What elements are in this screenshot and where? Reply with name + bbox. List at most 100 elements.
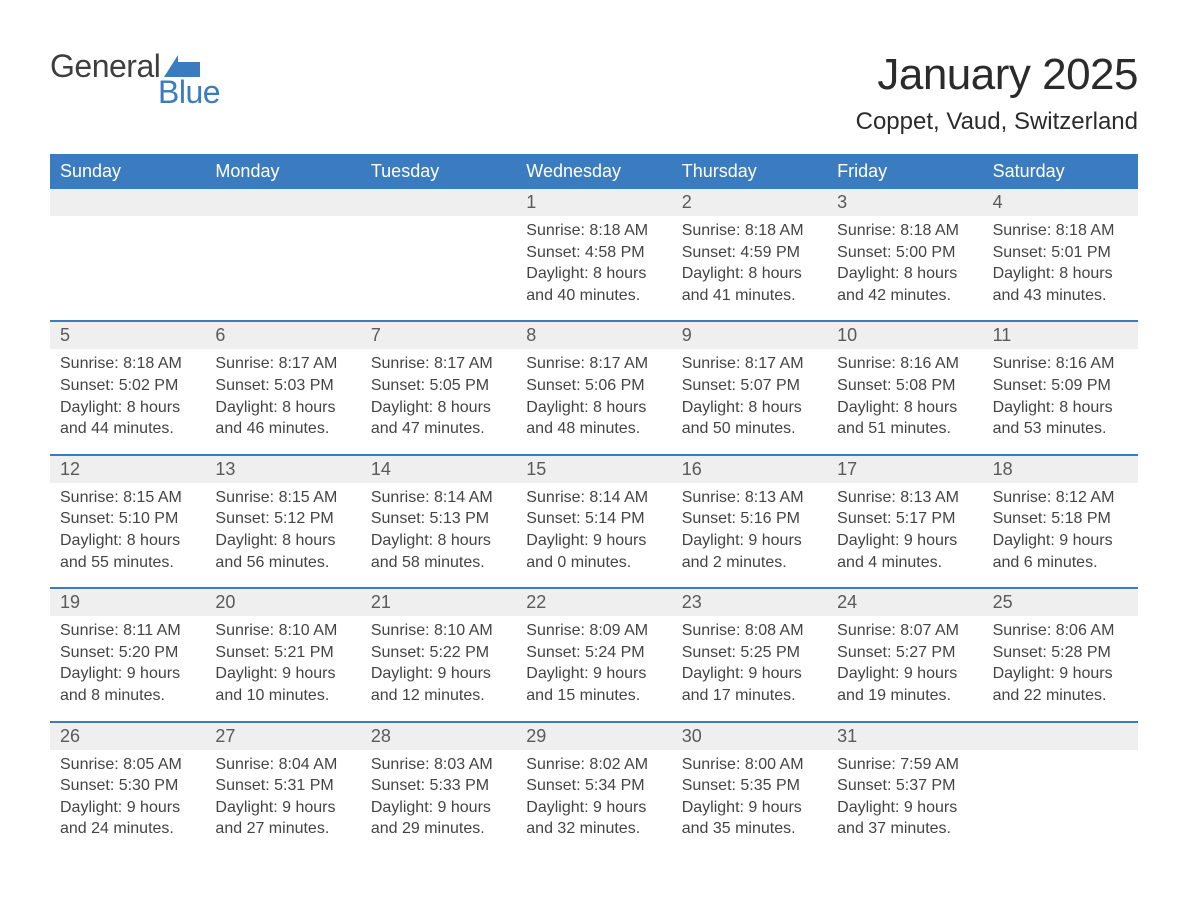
daylight-text: Daylight: 8 hours and 51 minutes.	[837, 397, 972, 440]
sunrise-text: Sunrise: 8:18 AM	[993, 220, 1128, 242]
day-number: 10	[827, 322, 982, 349]
sunrise-text: Sunrise: 8:12 AM	[993, 487, 1128, 509]
cell-body: Sunrise: 8:18 AMSunset: 5:01 PMDaylight:…	[983, 216, 1138, 306]
cell-body: Sunrise: 8:10 AMSunset: 5:22 PMDaylight:…	[361, 616, 516, 706]
calendar-cell: 14Sunrise: 8:14 AMSunset: 5:13 PMDayligh…	[361, 456, 516, 587]
logo-word-1: General	[50, 50, 160, 82]
day-header-wed: Wednesday	[516, 154, 671, 189]
sunset-text: Sunset: 5:25 PM	[682, 642, 817, 664]
calendar-cell: 27Sunrise: 8:04 AMSunset: 5:31 PMDayligh…	[205, 723, 360, 854]
cell-body: Sunrise: 8:04 AMSunset: 5:31 PMDaylight:…	[205, 750, 360, 840]
cell-body: Sunrise: 8:15 AMSunset: 5:12 PMDaylight:…	[205, 483, 360, 573]
sunset-text: Sunset: 5:14 PM	[526, 508, 661, 530]
day-number: 21	[361, 589, 516, 616]
cell-body: Sunrise: 8:17 AMSunset: 5:03 PMDaylight:…	[205, 349, 360, 439]
calendar-cell: 22Sunrise: 8:09 AMSunset: 5:24 PMDayligh…	[516, 589, 671, 720]
day-header-sat: Saturday	[983, 154, 1138, 189]
sunset-text: Sunset: 5:20 PM	[60, 642, 195, 664]
sunset-text: Sunset: 5:21 PM	[215, 642, 350, 664]
sunrise-text: Sunrise: 8:17 AM	[215, 353, 350, 375]
daylight-text: Daylight: 9 hours and 10 minutes.	[215, 663, 350, 706]
daylight-text: Daylight: 8 hours and 40 minutes.	[526, 263, 661, 306]
cell-body: Sunrise: 8:16 AMSunset: 5:09 PMDaylight:…	[983, 349, 1138, 439]
cell-body: Sunrise: 8:09 AMSunset: 5:24 PMDaylight:…	[516, 616, 671, 706]
day-number: 31	[827, 723, 982, 750]
sunrise-text: Sunrise: 8:16 AM	[993, 353, 1128, 375]
sunset-text: Sunset: 5:27 PM	[837, 642, 972, 664]
cell-body: Sunrise: 8:14 AMSunset: 5:14 PMDaylight:…	[516, 483, 671, 573]
day-number: 25	[983, 589, 1138, 616]
cell-body: Sunrise: 8:06 AMSunset: 5:28 PMDaylight:…	[983, 616, 1138, 706]
cell-body: Sunrise: 8:18 AMSunset: 5:02 PMDaylight:…	[50, 349, 205, 439]
day-number: 26	[50, 723, 205, 750]
sunset-text: Sunset: 5:10 PM	[60, 508, 195, 530]
daylight-text: Daylight: 9 hours and 27 minutes.	[215, 797, 350, 840]
cell-body: Sunrise: 8:17 AMSunset: 5:06 PMDaylight:…	[516, 349, 671, 439]
daylight-text: Daylight: 9 hours and 0 minutes.	[526, 530, 661, 573]
day-number: 18	[983, 456, 1138, 483]
day-number	[361, 189, 516, 216]
sunset-text: Sunset: 5:02 PM	[60, 375, 195, 397]
sunset-text: Sunset: 5:06 PM	[526, 375, 661, 397]
cell-body: Sunrise: 8:12 AMSunset: 5:18 PMDaylight:…	[983, 483, 1138, 573]
daylight-text: Daylight: 9 hours and 37 minutes.	[837, 797, 972, 840]
calendar-cell: 29Sunrise: 8:02 AMSunset: 5:34 PMDayligh…	[516, 723, 671, 854]
day-number: 11	[983, 322, 1138, 349]
daylight-text: Daylight: 9 hours and 19 minutes.	[837, 663, 972, 706]
sunrise-text: Sunrise: 8:18 AM	[682, 220, 817, 242]
sunset-text: Sunset: 5:34 PM	[526, 775, 661, 797]
sunrise-text: Sunrise: 8:03 AM	[371, 754, 506, 776]
calendar-cell: 25Sunrise: 8:06 AMSunset: 5:28 PMDayligh…	[983, 589, 1138, 720]
daylight-text: Daylight: 9 hours and 17 minutes.	[682, 663, 817, 706]
sunrise-text: Sunrise: 8:17 AM	[682, 353, 817, 375]
day-number: 13	[205, 456, 360, 483]
sunset-text: Sunset: 5:33 PM	[371, 775, 506, 797]
day-number: 16	[672, 456, 827, 483]
daylight-text: Daylight: 8 hours and 50 minutes.	[682, 397, 817, 440]
daylight-text: Daylight: 8 hours and 41 minutes.	[682, 263, 817, 306]
day-number: 19	[50, 589, 205, 616]
day-number: 28	[361, 723, 516, 750]
daylight-text: Daylight: 8 hours and 48 minutes.	[526, 397, 661, 440]
cell-body: Sunrise: 8:07 AMSunset: 5:27 PMDaylight:…	[827, 616, 982, 706]
day-number	[50, 189, 205, 216]
calendar: Sunday Monday Tuesday Wednesday Thursday…	[50, 154, 1138, 854]
sunrise-text: Sunrise: 8:02 AM	[526, 754, 661, 776]
daylight-text: Daylight: 9 hours and 22 minutes.	[993, 663, 1128, 706]
day-number: 1	[516, 189, 671, 216]
sunrise-text: Sunrise: 8:17 AM	[371, 353, 506, 375]
title-block: January 2025 Coppet, Vaud, Switzerland	[856, 50, 1138, 136]
sunset-text: Sunset: 5:35 PM	[682, 775, 817, 797]
sunrise-text: Sunrise: 8:18 AM	[60, 353, 195, 375]
cell-body: Sunrise: 8:17 AMSunset: 5:05 PMDaylight:…	[361, 349, 516, 439]
daylight-text: Daylight: 9 hours and 8 minutes.	[60, 663, 195, 706]
header: General Blue January 2025 Coppet, Vaud, …	[50, 50, 1138, 136]
sunrise-text: Sunrise: 8:13 AM	[682, 487, 817, 509]
calendar-cell: 4Sunrise: 8:18 AMSunset: 5:01 PMDaylight…	[983, 189, 1138, 320]
calendar-cell: 15Sunrise: 8:14 AMSunset: 5:14 PMDayligh…	[516, 456, 671, 587]
calendar-cell: 1Sunrise: 8:18 AMSunset: 4:58 PMDaylight…	[516, 189, 671, 320]
calendar-cell: 5Sunrise: 8:18 AMSunset: 5:02 PMDaylight…	[50, 322, 205, 453]
cell-body: Sunrise: 8:13 AMSunset: 5:16 PMDaylight:…	[672, 483, 827, 573]
sunset-text: Sunset: 5:24 PM	[526, 642, 661, 664]
sunset-text: Sunset: 5:13 PM	[371, 508, 506, 530]
calendar-cell: 19Sunrise: 8:11 AMSunset: 5:20 PMDayligh…	[50, 589, 205, 720]
calendar-cell: 31Sunrise: 7:59 AMSunset: 5:37 PMDayligh…	[827, 723, 982, 854]
sunrise-text: Sunrise: 8:09 AM	[526, 620, 661, 642]
week-row: 19Sunrise: 8:11 AMSunset: 5:20 PMDayligh…	[50, 587, 1138, 720]
sunset-text: Sunset: 5:16 PM	[682, 508, 817, 530]
sunrise-text: Sunrise: 8:05 AM	[60, 754, 195, 776]
daylight-text: Daylight: 8 hours and 56 minutes.	[215, 530, 350, 573]
sunrise-text: Sunrise: 8:08 AM	[682, 620, 817, 642]
logo-word-2: Blue	[158, 76, 220, 108]
day-number: 2	[672, 189, 827, 216]
cell-body: Sunrise: 8:15 AMSunset: 5:10 PMDaylight:…	[50, 483, 205, 573]
day-number: 15	[516, 456, 671, 483]
daylight-text: Daylight: 8 hours and 42 minutes.	[837, 263, 972, 306]
cell-body: Sunrise: 8:11 AMSunset: 5:20 PMDaylight:…	[50, 616, 205, 706]
day-number: 27	[205, 723, 360, 750]
calendar-cell	[361, 189, 516, 320]
cell-body: Sunrise: 8:18 AMSunset: 4:59 PMDaylight:…	[672, 216, 827, 306]
week-row: 12Sunrise: 8:15 AMSunset: 5:10 PMDayligh…	[50, 454, 1138, 587]
sunset-text: Sunset: 5:31 PM	[215, 775, 350, 797]
